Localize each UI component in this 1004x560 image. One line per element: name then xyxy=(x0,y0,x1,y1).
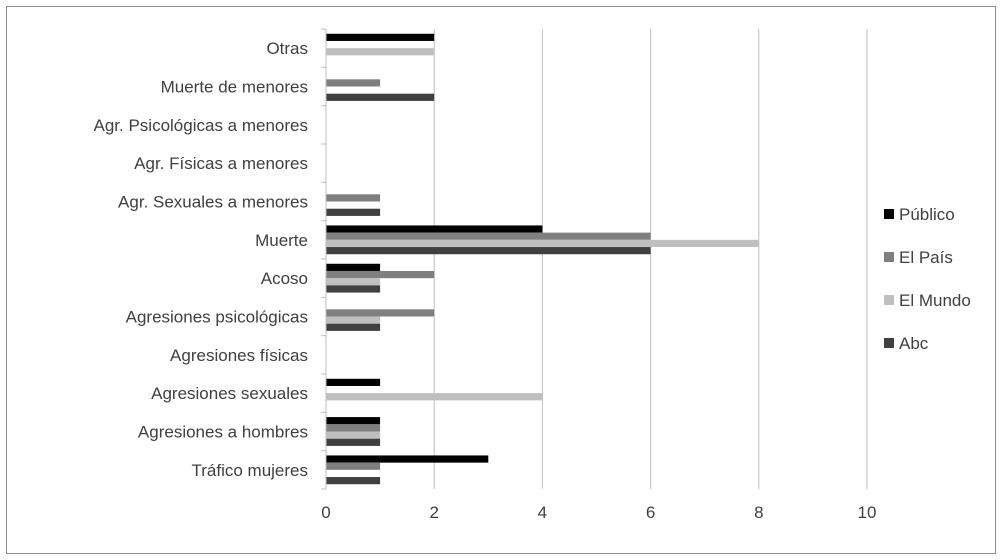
gridlines xyxy=(433,29,868,489)
bar-el-país xyxy=(326,79,381,87)
x-tick-label: 2 xyxy=(429,503,438,522)
bar-el-país xyxy=(326,462,381,470)
bar-el-mundo xyxy=(326,393,543,401)
category-label: Agr. Físicas a menores xyxy=(134,154,308,173)
category-label: Muerte de menores xyxy=(161,78,308,97)
bar-público xyxy=(326,263,381,271)
bars xyxy=(326,33,759,485)
bar-abc xyxy=(326,93,435,101)
bar-abc xyxy=(326,208,381,216)
x-tick-label: 4 xyxy=(538,503,547,522)
bar-abc xyxy=(326,247,651,255)
category-label: Agr. Sexuales a menores xyxy=(118,193,308,212)
legend-swatch xyxy=(884,209,894,219)
legend: Público El País El Mundo Abc xyxy=(884,205,971,353)
bar-el-país xyxy=(326,309,435,317)
axes xyxy=(321,28,327,490)
bar-abc xyxy=(326,438,381,446)
bar-el-país xyxy=(326,424,381,432)
bar-abc xyxy=(326,323,381,331)
bar-el-mundo xyxy=(326,278,381,286)
bar-público xyxy=(326,455,489,463)
bar-el-país xyxy=(326,232,651,240)
legend-label: Abc xyxy=(899,334,929,353)
x-tick-label: 6 xyxy=(646,503,655,522)
category-label: Agresiones sexuales xyxy=(151,384,308,403)
bar-el-país xyxy=(326,194,381,202)
category-labels: Tráfico mujeres Agresiones a hombres Agres… xyxy=(94,39,309,480)
legend-label: El País xyxy=(899,248,953,267)
legend-swatch xyxy=(884,338,894,348)
category-label: Muerte xyxy=(255,231,308,250)
chart-frame: Tráfico mujeres Agresiones a hombres Agres… xyxy=(6,6,996,554)
category-label: Tráfico mujeres xyxy=(191,461,308,480)
legend-swatch xyxy=(884,295,894,305)
bar-público xyxy=(326,33,435,41)
x-tick-label: 0 xyxy=(321,503,330,522)
category-label: Agresiones psicológicas xyxy=(126,308,308,327)
legend-label: El Mundo xyxy=(899,291,971,310)
bar-el-mundo xyxy=(326,48,435,56)
bar-público xyxy=(326,225,543,233)
bar-el-mundo xyxy=(326,431,381,439)
bar-chart: Tráfico mujeres Agresiones a hombres Agres… xyxy=(94,28,971,522)
bar-el-mundo xyxy=(326,316,381,324)
bar-el-país xyxy=(326,270,435,279)
x-tick-label: 10 xyxy=(858,503,877,522)
x-tick-label: 8 xyxy=(754,503,763,522)
category-label: Agr. Psicológicas a menores xyxy=(94,116,309,135)
bar-abc xyxy=(326,477,381,485)
bar-abc xyxy=(326,285,381,293)
category-label: Acoso xyxy=(261,269,308,288)
bar-el-mundo xyxy=(326,239,759,248)
bar-público xyxy=(326,378,381,386)
tick-labels: 0 2 4 6 8 10 xyxy=(321,503,876,522)
legend-swatch xyxy=(884,252,894,262)
category-label: Agresiones a hombres xyxy=(138,423,308,442)
bar-público xyxy=(326,417,381,425)
category-label: Agresiones físicas xyxy=(170,346,308,365)
category-label: Otras xyxy=(266,39,308,58)
legend-label: Público xyxy=(899,205,955,224)
